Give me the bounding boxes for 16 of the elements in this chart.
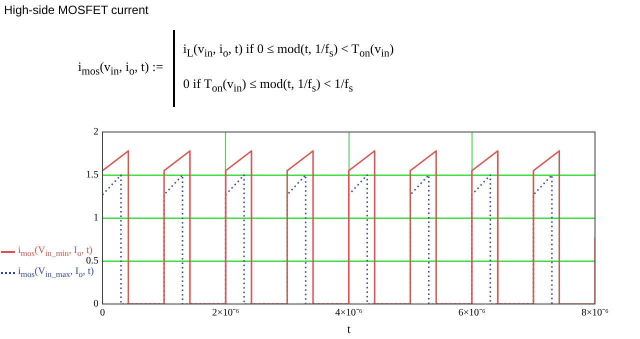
- y-tick-label: 2: [94, 126, 98, 138]
- x-tick-label: 2×10⁻⁶: [212, 308, 240, 319]
- y-tick-label: 0: [94, 298, 98, 310]
- y-tick-label: 1.5: [86, 170, 98, 181]
- x-axis-title: t: [347, 322, 351, 337]
- x-tick-label: 8×10⁻⁶: [581, 308, 610, 319]
- y-tick-label: 1: [94, 212, 98, 224]
- legend-label: i$_{mos}$(V$_{in_min}$, I$_{o}$, t): [18, 245, 92, 258]
- x-tick-label: 6×10⁻⁶: [458, 308, 486, 319]
- y-tick-label: 0.5: [86, 256, 98, 267]
- chart-title: High-side MOSFET current: [4, 3, 148, 17]
- text: 0 if T$_{on}$(v$_{in}$) ≤ mod(t, 1/f$_{s}$) < 1/f$_{s}$: [183, 74, 354, 96]
- legend-label: i$_{mos}$(V$_{in_max}$, I$_{o}$, t): [18, 266, 94, 279]
- text: i$_{L}$(v$_{in}$, i$_{o}$, t) if 0 ≤ mod(t, 1/f$_{s}$) < T$_{on}$(v$_{in}$): [183, 41, 394, 60]
- x-tick-label: 4×10⁻⁶: [335, 308, 363, 319]
- text: i$_{mos}$(v$_{in}$, i$_{o}$, t) :=: [78, 59, 164, 78]
